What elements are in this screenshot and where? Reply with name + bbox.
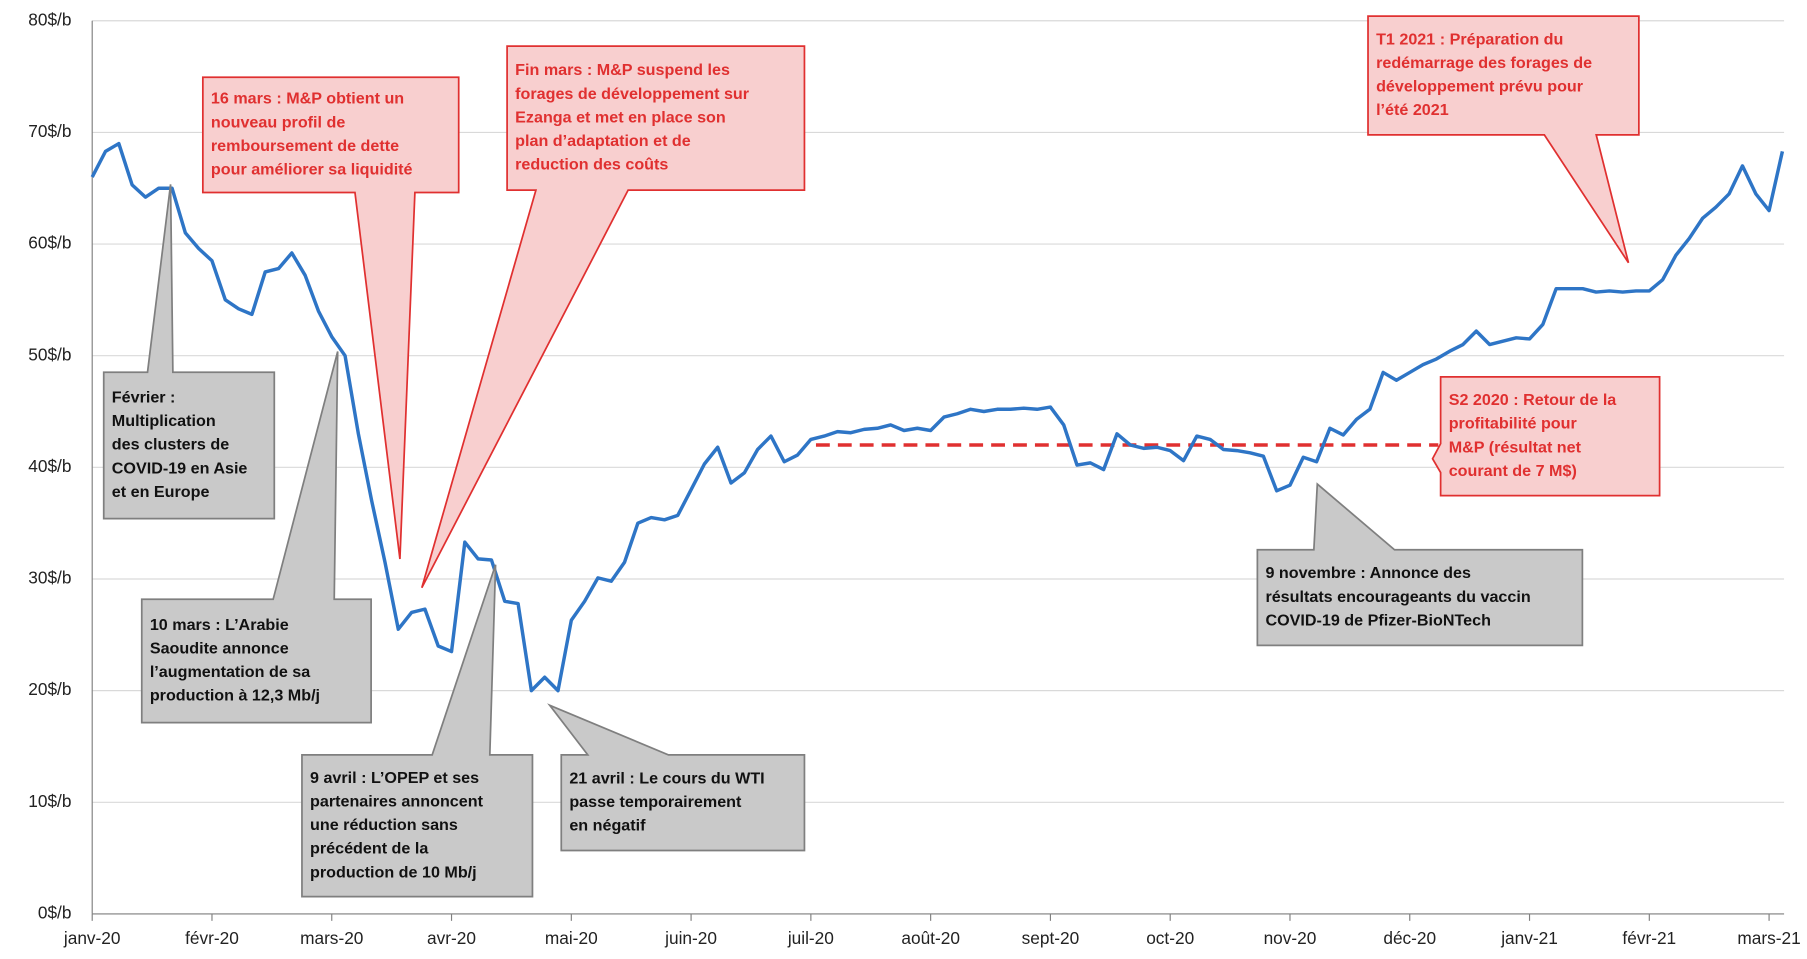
callout-box — [420, 45, 806, 589]
y-tick-label: 80$/b — [28, 9, 71, 29]
x-tick-label: oct-20 — [1146, 928, 1194, 948]
y-tick-label: 70$/b — [28, 121, 71, 141]
x-tick-label: févr-20 — [185, 928, 239, 948]
annotation-text: Saoudite annonce — [150, 639, 289, 657]
x-tick-label: juil-20 — [787, 928, 834, 948]
callout-box — [1256, 482, 1584, 647]
x-tick-label: nov-20 — [1264, 928, 1317, 948]
callout-box — [1431, 376, 1661, 497]
annotation-text: production de 10 Mb/j — [310, 863, 477, 881]
annotation-text: partenaires annoncent — [310, 792, 484, 810]
annotation-text: forages de développement sur — [515, 85, 750, 103]
callout: 9 novembre : Annonce des résultats encour… — [1256, 482, 1584, 647]
annotation-text: 9 avril : L’OPEP et ses — [310, 769, 479, 787]
annotation-text: courant de 7 M$) — [1449, 462, 1577, 480]
x-tick-label: juin-20 — [664, 928, 717, 948]
annotation-text: en négatif — [569, 817, 646, 835]
callout: 9 avril : L’OPEP et ses partenaires annon… — [301, 564, 534, 898]
x-tick-label: avr-20 — [427, 928, 476, 948]
x-tick-label: mars-21 — [1737, 928, 1800, 948]
callout: 10 mars : L’Arabie Saoudite annonce l’augm… — [140, 351, 372, 724]
annotation-text: M&P (résultat net — [1449, 438, 1582, 456]
callout: S2 2020 : Retour de la profitabilité pour… — [1431, 376, 1661, 497]
annotation-text: redémarrage des forages de — [1376, 54, 1592, 72]
annotation-text: nouveau profil de — [211, 113, 345, 131]
annotation-text: précédent de la — [310, 840, 429, 858]
callout: Fin mars : M&P suspend les forages de dév… — [420, 45, 806, 589]
annotation-text: 9 novembre : Annonce des — [1265, 564, 1471, 582]
price-line — [90, 141, 1785, 693]
annotation-text: Ezanga et met en place son — [515, 108, 726, 126]
annotation-text: reduction des coûts — [515, 156, 668, 174]
x-tick-label: janv-21 — [1500, 928, 1558, 948]
annotation-text: COVID-19 en Asie — [112, 459, 248, 477]
annotation-text: l’été 2021 — [1376, 101, 1449, 119]
y-tick-label: 0$/b — [38, 902, 72, 922]
annotation-text: pour améliorer sa liquidité — [211, 161, 413, 179]
callout-box — [301, 564, 534, 898]
x-tick-label: août-20 — [901, 928, 960, 948]
annotation-text: 16 mars : M&P obtient un — [211, 90, 404, 108]
annotation-text: COVID-19 de Pfizer-BioNTech — [1265, 611, 1491, 629]
y-tick-label: 40$/b — [28, 456, 71, 476]
annotation-text: développement prévu pour — [1376, 78, 1584, 96]
annotation-text: production à 12,3 Mb/j — [150, 687, 320, 705]
annotation-text: profitabilité pour — [1449, 415, 1578, 433]
annotation-text: des clusters de — [112, 436, 229, 454]
callout-box — [102, 184, 276, 520]
annotation-text: Février : — [112, 388, 176, 406]
annotation-text: T1 2021 : Préparation du — [1376, 30, 1563, 48]
callout-box — [547, 703, 806, 852]
annotation-text: résultats encourageants du vaccin — [1265, 588, 1530, 606]
x-tick-label: févr-21 — [1622, 928, 1676, 948]
x-tick-label: janv-20 — [63, 928, 121, 948]
x-tick-label: mai-20 — [545, 928, 598, 948]
annotation-text: remboursement de dette — [211, 137, 399, 155]
annotation-text: Multiplication — [112, 412, 216, 430]
callout: 16 mars : M&P obtient un nouveau profil d… — [201, 76, 460, 560]
y-tick-label: 60$/b — [28, 233, 71, 253]
callout-box — [140, 351, 372, 724]
annotation-text: passe temporairement — [569, 793, 742, 811]
x-tick-label: sept-20 — [1022, 928, 1080, 948]
annotation-text: et en Europe — [112, 483, 210, 501]
annotation-text: Fin mars : M&P suspend les — [515, 61, 730, 79]
callout-box — [201, 76, 460, 560]
annotation-text: une réduction sans — [310, 816, 458, 834]
y-tick-label: 20$/b — [28, 679, 71, 699]
y-tick-label: 50$/b — [28, 344, 71, 364]
callout: Février : Multiplication des clusters de CO… — [102, 184, 276, 520]
x-tick-label: mars-20 — [300, 928, 363, 948]
y-tick-label: 10$/b — [28, 791, 71, 811]
y-tick-label: 30$/b — [28, 568, 71, 588]
callout: T1 2021 : Préparation du redémarrage des … — [1367, 15, 1640, 264]
annotation-text: 21 avril : Le cours du WTI — [569, 769, 764, 787]
annotation-text: 10 mars : L’Arabie — [150, 616, 289, 634]
x-tick-label: déc-20 — [1383, 928, 1436, 948]
annotation-text: S2 2020 : Retour de la — [1449, 391, 1618, 409]
annotation-text: l’augmentation de sa — [150, 663, 311, 681]
callout: 21 avril : Le cours du WTI passe temporai… — [547, 703, 806, 852]
plot: 0$/b 10$/b 20$/b 30$/b 40$/b 50$/b 60$/b 70$/b 8… — [28, 9, 1801, 948]
callout-box — [1367, 15, 1640, 264]
annotation-text: plan d’adaptation et de — [515, 132, 691, 150]
